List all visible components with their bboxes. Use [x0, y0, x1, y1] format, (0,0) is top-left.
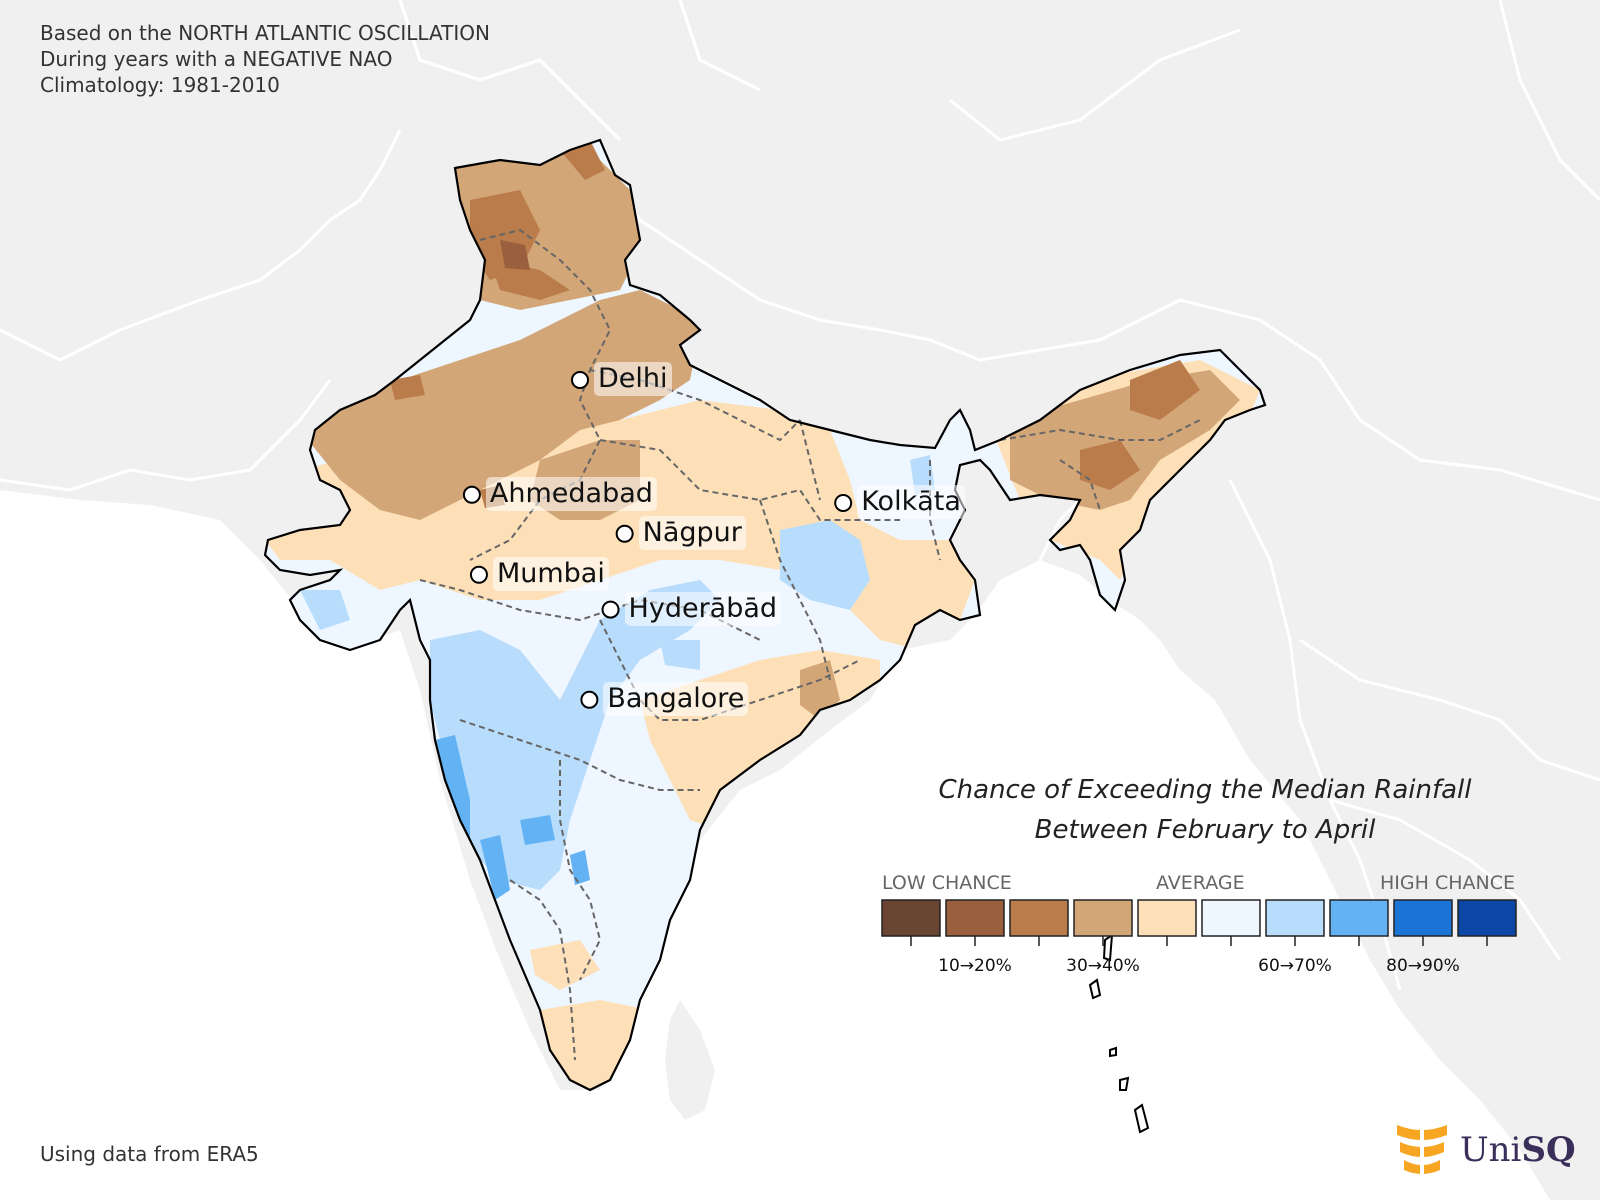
city-label-ahmedabad: Ahmedabad: [485, 476, 657, 511]
header-line-3: Climatology: 1981-2010: [40, 73, 280, 97]
legend-swatch-3: [1073, 899, 1133, 937]
data-source: Using data from ERA5: [40, 1142, 259, 1166]
city-marker-kolkāta: [834, 494, 853, 512]
legend-swatch-1: [945, 899, 1005, 937]
country-borders: [0, 0, 1600, 990]
city-marker-bangalore: [580, 690, 599, 709]
legend-swatch-4: [1137, 899, 1197, 937]
logo-text-light: Uni: [1460, 1130, 1522, 1170]
logo-text-bold: SQ: [1521, 1130, 1576, 1170]
legend-tick-label-0: 10→20%: [938, 956, 1012, 976]
legend-title: Chance of Exceeding the Median Rainfall …: [880, 770, 1530, 850]
city-label-bangalore: Bangalore: [603, 681, 749, 716]
city-label-nāgpur: Nāgpur: [638, 515, 746, 550]
unisq-flame-icon: [1397, 1125, 1447, 1182]
legend-swatch-0: [881, 899, 941, 937]
legend-title-line-2: Between February to April: [1034, 815, 1376, 845]
legend-swatch-2: [1009, 899, 1069, 937]
city-label-kolkāta: Kolkāta: [857, 485, 965, 519]
legend-average-label: AVERAGE: [1156, 872, 1245, 894]
legend-swatch-8: [1393, 899, 1453, 937]
unisq-logo-text: UniSQ: [1460, 1130, 1576, 1170]
city-marker-hyderābād: [601, 600, 620, 619]
legend-swatch-5: [1201, 899, 1261, 937]
legend-tick-label-3: 80→90%: [1386, 956, 1460, 976]
india-border: [263, 138, 1267, 1092]
city-marker-ahmedabad: [462, 485, 481, 504]
unisq-logo: UniSQ: [1392, 1120, 1576, 1184]
legend-low-label: LOW CHANCE: [882, 872, 1012, 894]
legend-tick-label-2: 60→70%: [1258, 956, 1332, 976]
city-marker-delhi: [571, 371, 589, 389]
city-marker-nāgpur: [615, 524, 634, 543]
city-marker-mumbai: [469, 565, 488, 584]
legend-swatch-6: [1265, 899, 1325, 937]
header-line-1: Based on the NORTH ATLANTIC OSCILLATION: [40, 21, 490, 45]
header-info: Based on the NORTH ATLANTIC OSCILLATION …: [40, 20, 490, 98]
legend-tick-label-1: 30→40%: [1066, 956, 1140, 976]
city-label-hyderābād: Hyderābād: [624, 591, 782, 626]
sri-lanka-landmass: [665, 1000, 715, 1120]
header-line-2: During years with a NEGATIVE NAO: [40, 47, 393, 71]
legend-title-line-1: Chance of Exceeding the Median Rainfall: [938, 775, 1472, 805]
legend-swatch-9: [1457, 899, 1517, 937]
city-label-delhi: Delhi: [594, 362, 672, 396]
city-markers: [462, 371, 853, 709]
city-label-mumbai: Mumbai: [492, 556, 609, 591]
state-borders: [419, 228, 1201, 1061]
legend-high-label: HIGH CHANCE: [1380, 872, 1515, 894]
legend-swatch-7: [1329, 899, 1389, 937]
